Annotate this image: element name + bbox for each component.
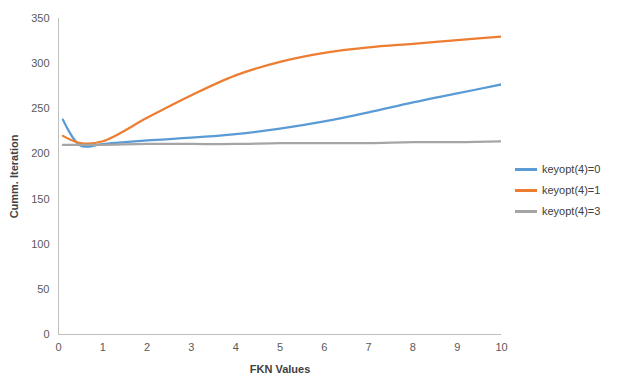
svg-text:150: 150 xyxy=(31,193,49,205)
svg-text:4: 4 xyxy=(233,341,239,353)
svg-text:200: 200 xyxy=(31,147,49,159)
html-text:keyopt(4)=1: keyopt(4)=1 xyxy=(542,184,601,196)
svg-text:300: 300 xyxy=(31,57,49,69)
svg-text:8: 8 xyxy=(410,341,416,353)
svg-text:FKN Values: FKN Values xyxy=(250,363,311,375)
svg-text:5: 5 xyxy=(277,341,283,353)
svg-text:10: 10 xyxy=(495,341,507,353)
html-text:keyopt(4)=0: keyopt(4)=0 xyxy=(542,163,601,175)
svg-text:250: 250 xyxy=(31,102,49,114)
svg-text:50: 50 xyxy=(37,283,49,295)
svg-text:6: 6 xyxy=(321,341,327,353)
svg-text:1: 1 xyxy=(100,341,106,353)
svg-text:3: 3 xyxy=(188,341,194,353)
html-text:keyopt(4)=3: keyopt(4)=3 xyxy=(542,205,601,217)
svg-text:9: 9 xyxy=(454,341,460,353)
svg-text:Cumm. Iteration: Cumm. Iteration xyxy=(8,134,20,218)
svg-text:350: 350 xyxy=(31,12,49,24)
svg-text:2: 2 xyxy=(144,341,150,353)
svg-text:100: 100 xyxy=(31,238,49,250)
svg-text:0: 0 xyxy=(55,341,61,353)
svg-text:7: 7 xyxy=(366,341,372,353)
svg-text:0: 0 xyxy=(43,328,49,340)
